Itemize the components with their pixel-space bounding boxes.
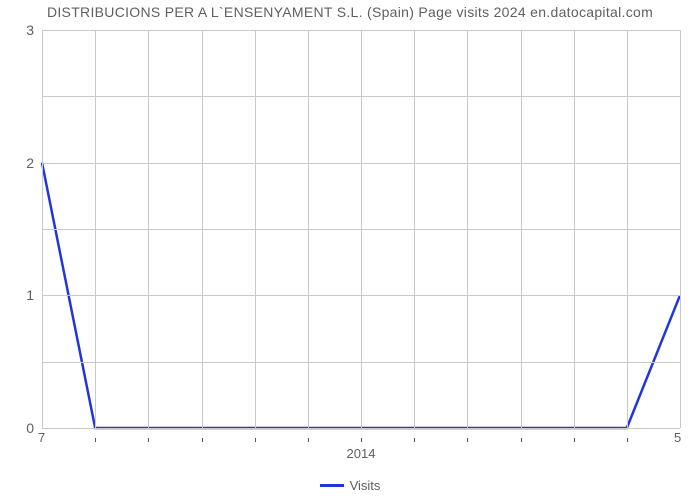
- x-minor-tick: [574, 438, 575, 442]
- grid-v-line: [42, 30, 43, 428]
- legend: Visits: [0, 478, 700, 493]
- grid-v-line: [202, 30, 203, 428]
- x-minor-tick: [308, 438, 309, 442]
- grid-v-line: [255, 30, 256, 428]
- x-minor-tick: [95, 438, 96, 442]
- grid-v-line: [627, 30, 628, 428]
- grid-v-line: [361, 30, 362, 428]
- x-right-label: 5: [674, 430, 681, 445]
- y-tick-label: 0: [26, 420, 34, 436]
- grid-h-line: [42, 428, 680, 429]
- chart-title: DISTRIBUCIONS PER A L`ENSENYAMENT S.L. (…: [0, 4, 700, 20]
- x-minor-tick: [202, 438, 203, 442]
- grid-v-line: [680, 30, 681, 428]
- legend-swatch: [320, 484, 344, 487]
- grid-v-line: [414, 30, 415, 428]
- x-minor-tick: [255, 438, 256, 442]
- grid-v-line: [521, 30, 522, 428]
- y-tick-label: 1: [26, 287, 34, 303]
- grid-v-line: [467, 30, 468, 428]
- x-left-label: 7: [38, 430, 45, 445]
- chart-container: DISTRIBUCIONS PER A L`ENSENYAMENT S.L. (…: [0, 0, 700, 500]
- grid-v-line: [308, 30, 309, 428]
- x-minor-tick: [361, 438, 362, 442]
- x-minor-tick: [521, 438, 522, 442]
- x-center-label: 2014: [347, 446, 376, 461]
- x-minor-tick: [627, 438, 628, 442]
- x-minor-tick: [414, 438, 415, 442]
- y-tick-label: 3: [26, 22, 34, 38]
- x-minor-tick: [148, 438, 149, 442]
- plot-area: 0123752014: [42, 30, 680, 428]
- grid-v-line: [574, 30, 575, 428]
- x-minor-tick: [467, 438, 468, 442]
- grid-v-line: [95, 30, 96, 428]
- legend-label: Visits: [350, 478, 381, 493]
- grid-v-line: [148, 30, 149, 428]
- y-tick-label: 2: [26, 155, 34, 171]
